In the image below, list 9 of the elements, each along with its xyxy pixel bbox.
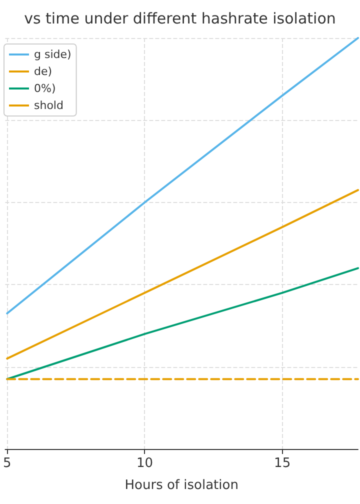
legend-label: de) <box>34 65 52 78</box>
legend-label: 0%) <box>34 82 56 95</box>
legend-label: shold <box>34 99 64 112</box>
chart-title: vs time under different hashrate isolation <box>24 10 336 28</box>
legend-label: g side) <box>34 48 72 61</box>
x-tick-label: 15 <box>274 456 291 471</box>
x-tick-label: 10 <box>136 456 154 471</box>
x-axis-title: Hours of isolation <box>124 478 238 493</box>
x-tick-label: 5 <box>2 456 12 471</box>
